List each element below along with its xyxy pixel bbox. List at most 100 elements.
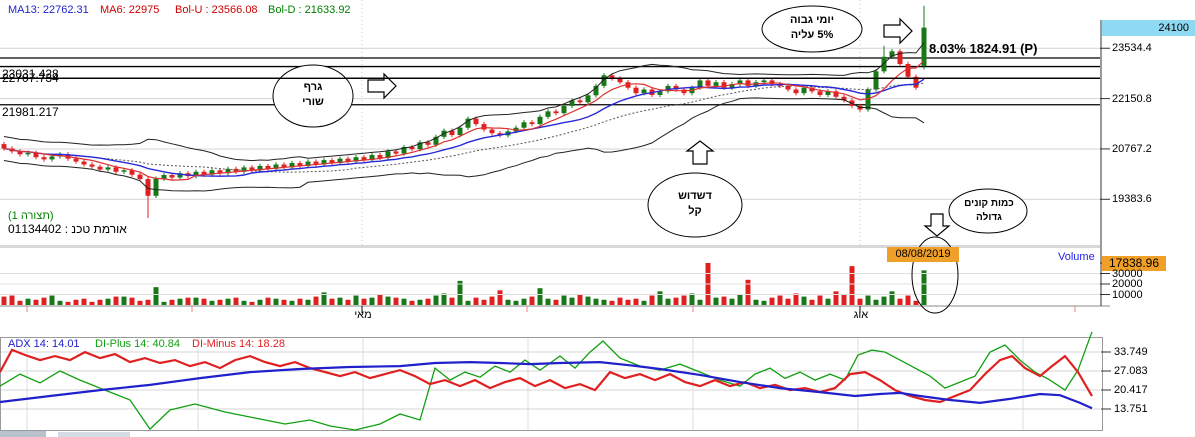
- volume-bar: [857, 298, 863, 305]
- candlestick: [561, 105, 567, 114]
- volume-bar: [697, 299, 703, 305]
- screen-edge-artifact: [0, 431, 46, 437]
- volume-bar: [449, 297, 455, 305]
- candlestick: [825, 91, 831, 95]
- bullish-chart-annotation: גרף שורי: [273, 80, 353, 110]
- volume-bar: [609, 300, 615, 305]
- volume-bar: [881, 296, 887, 305]
- candlestick: [97, 166, 103, 170]
- volume-bar: [817, 295, 823, 305]
- price-axis-label: 20767.2: [1112, 142, 1152, 155]
- level-price-label: 23031.428: [2, 66, 59, 81]
- volume-bar: [441, 293, 447, 305]
- candlestick: [881, 56, 887, 72]
- candlestick: [585, 95, 591, 103]
- current-price-value: 24100: [1158, 22, 1189, 34]
- volume-bar: [473, 297, 479, 305]
- level-price-label: 22707.734: [2, 71, 59, 86]
- volume-bar: [249, 301, 255, 305]
- candlestick: [81, 161, 87, 165]
- volume-bar: [105, 298, 111, 305]
- volume-bar: [433, 295, 439, 305]
- candlestick: [113, 167, 119, 172]
- volume-bar: [57, 300, 63, 305]
- candlestick: [841, 96, 847, 101]
- volume-reading-tag: 17838.96: [1102, 256, 1166, 271]
- di-minus-indicator-label: DI-Minus 14: 18.28: [192, 338, 285, 350]
- volume-bar: [577, 294, 583, 305]
- volume-bar: [737, 294, 743, 305]
- volume-bar: [689, 293, 695, 305]
- candlestick: [625, 82, 631, 88]
- ma13-indicator-label: MA13: 22762.31: [8, 4, 89, 16]
- volume-bar: [865, 295, 871, 305]
- candlestick: [393, 151, 399, 154]
- candlestick: [289, 163, 295, 168]
- volume-bar: [745, 279, 751, 305]
- candlestick: [681, 89, 687, 94]
- month-axis-label: אוג: [853, 309, 869, 321]
- buyers-ellipse: [948, 188, 1028, 234]
- volume-bar: [361, 298, 367, 305]
- volume-bar: [761, 300, 767, 305]
- volume-bar: [625, 299, 631, 305]
- volume-bar: [921, 270, 927, 305]
- candlestick: [297, 163, 303, 166]
- candlestick: [809, 87, 815, 92]
- daily-high-annotation-line1: יומי גבוה: [789, 14, 835, 26]
- volume-bar: [65, 301, 71, 305]
- adx-axis-label: 33.749: [1114, 346, 1148, 358]
- daily-high-ellipse: [761, 5, 863, 53]
- candlestick: [513, 127, 519, 132]
- right-arrow-bullish: [367, 72, 397, 100]
- candlestick: [473, 118, 479, 125]
- volume-bar: [417, 299, 423, 305]
- candlestick: [873, 71, 879, 90]
- candlestick: [73, 158, 79, 162]
- consolidation-annotation: דשדוש קל: [648, 189, 742, 219]
- configuration-label: (תצורה 1): [8, 210, 54, 222]
- consolidation-annotation-line1: דשדוש: [678, 190, 712, 202]
- volume-bar: [329, 298, 335, 305]
- volume-bar: [513, 300, 519, 305]
- candlestick: [497, 133, 503, 136]
- volume-bar: [833, 291, 839, 305]
- candlestick: [137, 174, 143, 180]
- candlestick: [177, 173, 183, 178]
- candlestick: [817, 91, 823, 95]
- ma6-indicator-label: MA6: 22975: [100, 4, 160, 16]
- bollinger-lower-line: [3, 97, 925, 192]
- bullish-chart-annotation-line2: שורי: [302, 96, 324, 108]
- candlestick: [713, 82, 719, 86]
- adx-axis-label: 13.751: [1114, 403, 1148, 415]
- volume-bar: [225, 298, 231, 305]
- volume-bar: [73, 299, 79, 305]
- volume-bar: [121, 296, 127, 305]
- instrument-name: אורמת טכנ : 01134402: [8, 222, 127, 236]
- volume-axis-label: 10000: [1112, 288, 1143, 301]
- candlestick: [145, 179, 151, 196]
- volume-bar: [257, 299, 263, 305]
- volume-bar: [905, 295, 911, 305]
- candlestick: [553, 111, 559, 114]
- candlestick: [201, 171, 207, 175]
- volume-bar: [785, 298, 791, 305]
- candlestick: [529, 122, 535, 125]
- candlestick: [521, 122, 527, 128]
- candlestick: [801, 87, 807, 94]
- price-axis-label: 22150.8: [1112, 92, 1152, 105]
- consolidation-annotation-line2: קל: [688, 205, 702, 217]
- volume-bar: [313, 296, 319, 305]
- buyers-annotation-line1: כמות קונים: [964, 198, 1014, 209]
- candlestick: [161, 175, 167, 179]
- candlestick: [33, 152, 39, 158]
- candlestick: [489, 129, 495, 134]
- candlestick: [785, 85, 791, 90]
- candlestick: [273, 164, 279, 169]
- volume-bar: [729, 298, 735, 305]
- volume-bar: [289, 300, 295, 305]
- volume-bar: [841, 294, 847, 305]
- volume-bar: [353, 295, 359, 305]
